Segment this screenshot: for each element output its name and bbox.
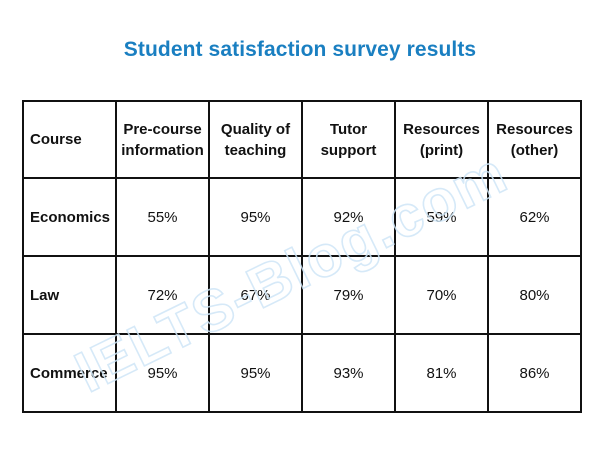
header-line: Tutor	[329, 120, 368, 138]
table-row-economics: Economics 55% 95% 92% 59% 62%	[22, 177, 582, 257]
row-label: Economics	[22, 177, 117, 257]
header-row: Course Pre-course information Quality of…	[22, 100, 582, 179]
header-quality-of-teaching: Quality of teaching	[208, 100, 303, 179]
table-cell: 59%	[394, 177, 489, 257]
table-cell: 93%	[301, 333, 396, 413]
header-line: support	[320, 141, 377, 159]
table-cell: 79%	[301, 255, 396, 335]
table-cell: 72%	[115, 255, 210, 335]
header-line: information	[121, 141, 204, 159]
header-line: Resources	[496, 120, 573, 138]
table-cell: 67%	[208, 255, 303, 335]
header-line: teaching	[224, 141, 287, 159]
table-cell: 80%	[487, 255, 582, 335]
table-cell: 81%	[394, 333, 489, 413]
header-line: Resources	[403, 120, 480, 138]
header-tutor-support: Tutor support	[301, 100, 396, 179]
row-label: Commerce	[22, 333, 117, 413]
header-resources-other: Resources (other)	[487, 100, 582, 179]
header-line: (print)	[419, 141, 464, 159]
table-cell: 92%	[301, 177, 396, 257]
table-cell: 95%	[115, 333, 210, 413]
header-course: Course	[22, 100, 117, 179]
header-line: Quality of	[220, 120, 291, 138]
table-cell: 62%	[487, 177, 582, 257]
header-line: Pre-course	[123, 120, 202, 138]
header-resources-print: Resources (print)	[394, 100, 489, 179]
table-cell: 86%	[487, 333, 582, 413]
table-row-law: Law 72% 67% 79% 70% 80%	[22, 255, 582, 335]
table-cell: 70%	[394, 255, 489, 335]
table-row-commerce: Commerce 95% 95% 93% 81% 86%	[22, 333, 582, 413]
survey-table: Course Pre-course information Quality of…	[22, 100, 582, 413]
header-pre-course-information: Pre-course information	[115, 100, 210, 179]
table-cell: 95%	[208, 177, 303, 257]
table-cell: 55%	[115, 177, 210, 257]
header-line: (other)	[510, 141, 559, 159]
table-cell: 95%	[208, 333, 303, 413]
header-course-line-1: Course	[30, 131, 82, 148]
row-label: Law	[22, 255, 117, 335]
chart-title: Student satisfaction survey results	[123, 38, 477, 61]
